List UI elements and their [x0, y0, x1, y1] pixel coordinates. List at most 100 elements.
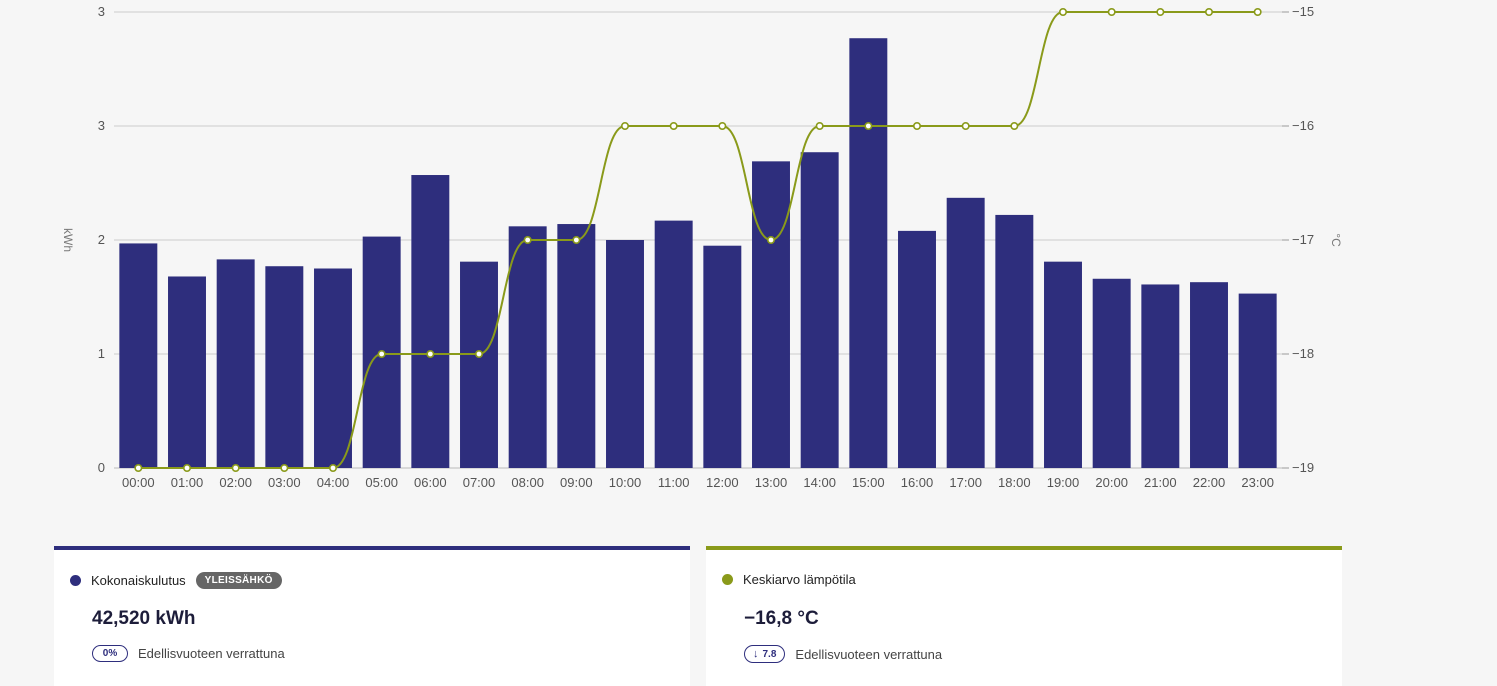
consumption-title: Kokonaiskulutus: [91, 573, 186, 588]
temperature-point[interactable]: [1059, 8, 1068, 17]
consumption-bar[interactable]: [1092, 278, 1131, 468]
temperature-point[interactable]: [426, 349, 435, 358]
consumption-bar[interactable]: [1190, 282, 1228, 468]
temperature-point[interactable]: [1107, 8, 1116, 17]
temperature-point[interactable]: [183, 463, 192, 472]
temperature-point[interactable]: [1205, 8, 1214, 17]
y-left-tick-label: 3: [98, 118, 105, 133]
consumption-bar[interactable]: [654, 220, 693, 468]
consumption-bar[interactable]: [460, 261, 498, 468]
temperature-point[interactable]: [620, 122, 629, 131]
temperature-point[interactable]: [1253, 8, 1262, 17]
temperature-point[interactable]: [669, 122, 678, 131]
x-tick-label: 21:00: [1144, 475, 1177, 490]
temperature-compare-text: Edellisvuoteen verrattuna: [795, 646, 943, 662]
temperature-point[interactable]: [231, 463, 240, 472]
consumption-compare: 0% Edellisvuoteen verrattuna: [92, 645, 285, 662]
consumption-badge: YLEISSÄHKÖ: [195, 572, 282, 589]
y-right-tick-label: −18: [1292, 346, 1314, 361]
consumption-bar[interactable]: [1238, 293, 1277, 468]
x-tick-label: 10:00: [609, 475, 642, 490]
consumption-value: 42,520 kWh: [92, 608, 196, 629]
x-tick-label: 16:00: [901, 475, 934, 490]
x-tick-label: 04:00: [317, 475, 350, 490]
temperature-point[interactable]: [1010, 122, 1019, 131]
x-tick-label: 22:00: [1193, 475, 1226, 490]
consumption-bar[interactable]: [946, 197, 985, 468]
x-tick-label: 03:00: [268, 475, 301, 490]
temperature-point[interactable]: [328, 463, 337, 472]
consumption-bars: [119, 38, 1277, 469]
consumption-bar[interactable]: [1044, 261, 1082, 468]
x-tick-label: 07:00: [463, 475, 496, 490]
y-right-tick-label: −19: [1292, 460, 1314, 475]
consumption-bar[interactable]: [1141, 284, 1180, 468]
y-left-tick-label: 1: [98, 346, 105, 361]
y-left-axis-label: kWh: [61, 228, 75, 252]
x-tick-label: 17:00: [949, 475, 982, 490]
consumption-bar[interactable]: [508, 226, 547, 468]
y-right-tick-label: −15: [1292, 4, 1314, 19]
temperature-change-pill: ↓ 7.8: [744, 645, 786, 663]
temperature-value: −16,8 °C: [744, 608, 819, 629]
consumption-change-pill: 0%: [92, 645, 128, 662]
consumption-legend-dot: [70, 575, 81, 586]
temperature-point[interactable]: [523, 236, 532, 245]
x-tick-label: 02:00: [219, 475, 252, 490]
y-right-axis-label: °C: [1329, 233, 1343, 247]
consumption-bar[interactable]: [606, 240, 644, 468]
temperature-point[interactable]: [134, 463, 143, 472]
x-axis-ticks: 00:00 01:00 02:00 03:00 04:00 05:00 06:00 07:00…: [122, 475, 1274, 490]
left-axis-ticks: 0 1 2 3 3: [98, 4, 105, 475]
consumption-bar[interactable]: [119, 243, 158, 468]
consumption-bar[interactable]: [800, 152, 839, 468]
consumption-bar[interactable]: [703, 245, 742, 468]
consumption-temperature-chart: 00:00 01:00 02:00 03:00 04:00 05:00 06:00 07:00…: [61, 4, 1343, 490]
consumption-bar[interactable]: [752, 161, 790, 468]
consumption-compare-text: Edellisvuoteen verrattuna: [138, 646, 285, 661]
y-left-tick-label: 0: [98, 460, 105, 475]
temperature-title: Keskiarvo lämpötila: [743, 572, 856, 587]
consumption-bar[interactable]: [168, 276, 206, 468]
consumption-bar[interactable]: [898, 230, 936, 468]
x-tick-label: 01:00: [171, 475, 204, 490]
temperature-card: Keskiarvo lämpötila −16,8 °C ↓ 7.8 Edelli…: [706, 546, 1342, 686]
consumption-bar[interactable]: [265, 266, 304, 468]
y-right-tick-label: −16: [1292, 118, 1314, 133]
temperature-point[interactable]: [912, 122, 921, 131]
consumption-bar[interactable]: [849, 38, 888, 468]
temperature-line-path: [138, 10, 1258, 469]
temperature-point[interactable]: [718, 122, 727, 131]
x-tick-label: 00:00: [122, 475, 155, 490]
temperature-point[interactable]: [864, 122, 873, 131]
consumption-card: Kokonaiskulutus YLEISSÄHKÖ 42,520 kWh 0%…: [54, 546, 690, 686]
x-tick-label: 05:00: [365, 475, 398, 490]
consumption-bar[interactable]: [557, 224, 596, 468]
x-tick-label: 13:00: [755, 475, 788, 490]
temperature-point[interactable]: [961, 122, 970, 131]
consumption-bar[interactable]: [995, 214, 1034, 468]
temperature-point[interactable]: [474, 349, 483, 358]
temperature-point[interactable]: [280, 463, 289, 472]
consumption-bar[interactable]: [216, 259, 255, 468]
temperature-point[interactable]: [815, 122, 824, 131]
temperature-point[interactable]: [572, 236, 581, 245]
x-tick-label: 19:00: [1047, 475, 1080, 490]
x-tick-label: 06:00: [414, 475, 447, 490]
x-tick-label: 08:00: [511, 475, 544, 490]
consumption-bar[interactable]: [411, 175, 450, 468]
axis-units: kWh °C: [61, 228, 1343, 252]
temperature-point[interactable]: [766, 236, 775, 245]
temperature-change: 7.8: [762, 649, 777, 660]
x-tick-label: 15:00: [852, 475, 885, 490]
temperature-compare: ↓ 7.8 Edellisvuoteen verrattuna: [744, 645, 942, 663]
y-left-tick-label: 2: [98, 232, 105, 247]
x-tick-label: 18:00: [998, 475, 1031, 490]
consumption-bar[interactable]: [314, 268, 352, 469]
y-right-tick-label: −17: [1292, 232, 1314, 247]
consumption-card-header: Kokonaiskulutus YLEISSÄHKÖ: [70, 572, 282, 589]
temperature-card-header: Keskiarvo lämpötila: [722, 572, 856, 587]
temperature-point[interactable]: [1156, 8, 1165, 17]
temperature-legend-dot: [722, 574, 733, 585]
temperature-point[interactable]: [377, 349, 386, 358]
